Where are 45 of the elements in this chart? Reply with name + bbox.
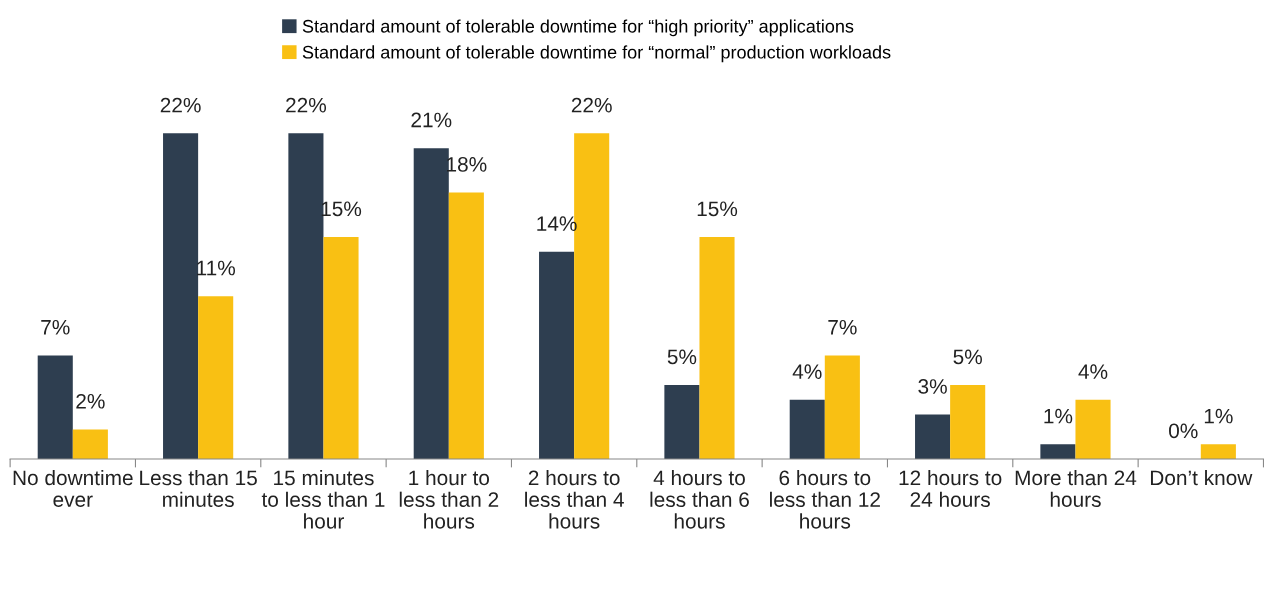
data-label: 4% [1078, 364, 1108, 379]
x-tick-label: More than 24 hours [1015, 469, 1137, 507]
data-label: 22% [286, 97, 327, 113]
data-label: 22% [571, 97, 612, 113]
data-label: 1% [1204, 408, 1233, 424]
data-label: 7% [828, 319, 857, 335]
data-label: 1% [1044, 408, 1073, 424]
bar [1075, 399, 1111, 460]
data-label: 22% [160, 97, 201, 113]
data-label: 2% [76, 393, 105, 409]
data-label: 5% [667, 349, 697, 365]
bar [1040, 444, 1076, 460]
data-label: 4% [792, 364, 822, 379]
data-label: 0% [1169, 423, 1198, 439]
x-tick-label: 15 minutes to less than 1 hour [261, 469, 385, 529]
x-tick-label: No downtime ever [13, 469, 133, 507]
bar [448, 192, 484, 460]
data-label: 5% [953, 349, 982, 365]
bar [163, 133, 199, 460]
bar [789, 399, 825, 460]
bar [323, 236, 359, 460]
bar [915, 414, 951, 460]
bar [413, 148, 449, 460]
bar [699, 236, 735, 460]
x-tick-label: Don’t know [1150, 469, 1253, 486]
bar [37, 355, 73, 460]
legend-label: Standard amount of tolerable downtime for “high priority” applications [302, 19, 854, 37]
data-label: 21% [411, 112, 452, 128]
data-label: 3% [918, 379, 947, 394]
x-tick-label: 12 hours to 24 hours [899, 469, 1002, 507]
x-tick-label: 6 hours to less than 12 hours [770, 469, 880, 529]
data-label: 7% [41, 319, 70, 335]
bar [72, 429, 108, 460]
bar [1200, 444, 1236, 460]
bar [664, 385, 700, 460]
bar [198, 296, 234, 460]
bar [950, 385, 986, 460]
x-tick-label: 4 hours to less than 6 hours [650, 469, 749, 529]
data-label: 15% [697, 201, 738, 217]
bar [824, 355, 860, 460]
x-tick-label: 2 hours to less than 4 hours [525, 469, 624, 529]
x-tick-label: 1 hour to less than 2 hours [399, 469, 499, 529]
bar [539, 251, 575, 460]
legend-label: Standard amount of tolerable downtime for “normal” production workloads [302, 45, 891, 63]
x-tick-label: Less than 15 minutes [140, 469, 257, 507]
